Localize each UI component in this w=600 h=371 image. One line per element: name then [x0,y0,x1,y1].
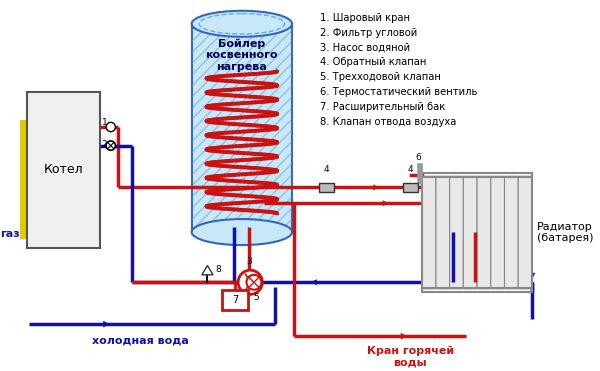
Bar [403,183,418,192]
FancyBboxPatch shape [491,176,505,289]
Text: Кран горячей
воды: Кран горячей воды [367,345,454,367]
FancyBboxPatch shape [449,176,463,289]
Text: 3: 3 [247,257,252,266]
Text: холодная вода: холодная вода [92,335,189,345]
Text: Радиатор
(батарея): Радиатор (батарея) [536,222,593,243]
Text: 2: 2 [101,141,107,150]
Bar [422,174,532,292]
Ellipse shape [191,219,292,245]
Circle shape [106,141,115,150]
Text: 8: 8 [215,265,221,274]
Text: газ: газ [0,229,20,239]
Text: 7: 7 [232,295,238,305]
FancyBboxPatch shape [505,176,518,289]
Text: 4: 4 [407,165,413,174]
Polygon shape [202,266,213,275]
FancyBboxPatch shape [463,176,477,289]
Text: 1. Шаровый кран: 1. Шаровый кран [320,13,410,23]
FancyBboxPatch shape [422,176,436,289]
Bar [191,24,292,232]
Text: Бойлер
косвенного
нагрева: Бойлер косвенного нагрева [206,39,278,72]
Circle shape [247,275,262,290]
Text: 4: 4 [323,165,329,174]
Text: 2. Фильтр угловой: 2. Фильтр угловой [320,27,417,37]
Text: 3. Насос водяной: 3. Насос водяной [320,42,410,52]
Text: Котел: Котел [44,163,83,176]
Text: 6. Термостатический вентиль: 6. Термостатический вентиль [320,87,478,97]
Ellipse shape [191,11,292,37]
Bar [223,290,248,310]
Text: 4. Обратный клапан: 4. Обратный клапан [320,57,427,67]
Circle shape [238,270,262,294]
FancyBboxPatch shape [436,176,449,289]
Text: 7. Расширительный бак: 7. Расширительный бак [320,102,445,112]
Text: 1: 1 [101,118,107,127]
Text: 5: 5 [253,292,259,302]
FancyBboxPatch shape [477,176,491,289]
Bar [191,24,292,232]
Bar [319,183,334,192]
FancyBboxPatch shape [518,176,532,289]
Text: 6: 6 [416,153,421,162]
Bar [27,92,100,248]
Circle shape [106,122,115,132]
Text: 8. Клапан отвода воздуха: 8. Клапан отвода воздуха [320,117,457,127]
Text: 5. Трехходовой клапан: 5. Трехходовой клапан [320,72,441,82]
